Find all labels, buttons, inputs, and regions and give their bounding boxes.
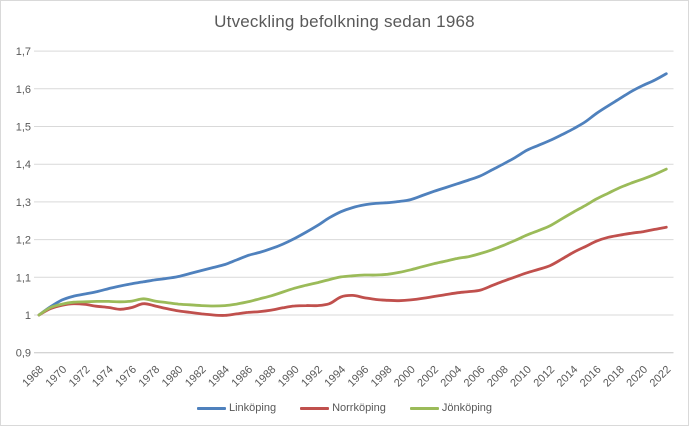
x-axis-tick-label: 1986 [229,364,255,390]
x-axis-tick-label: 2000 [392,364,418,390]
y-axis-tick-label: 1,5 [16,122,31,134]
x-axis-tick-label: 1990 [276,364,302,390]
legend-label: Norrköping [332,402,386,414]
x-axis-tick-label: 1980 [160,364,186,390]
gridlines [34,50,674,354]
x-axis-tick-label: 2008 [485,364,511,390]
x-axis-tick-label: 1974 [90,364,116,390]
x-axis-tick-label: 2014 [555,364,581,390]
y-axis-tick-label: 1,3 [16,197,31,209]
y-axis-tick-label: 1,1 [16,272,31,284]
y-axis-labels: 0,9 1 1,1 1,2 1,3 1,4 1,5 1,6 1,7 [16,46,31,360]
legend-item-jönköping[interactable]: Jönköping [409,402,493,414]
x-axis-tick-label: 1996 [346,364,372,390]
x-axis-tick-label: 1988 [253,364,279,390]
legend-swatch [196,406,226,410]
x-axis-tick-label: 1972 [67,364,93,390]
legend-label: Linköping [228,402,277,414]
y-axis-tick-label: 0,9 [16,348,31,360]
chart-title: Utveckling befolkning sedan 1968 [214,12,475,31]
x-axis-tick-label: 1970 [44,364,70,390]
x-axis-tick-label: 1998 [369,364,395,390]
x-axis-tick-label: 2012 [531,364,557,390]
x-axis-tick-label: 1982 [183,364,209,390]
legend-swatch [409,406,439,410]
x-axis-tick-label: 1992 [299,364,325,390]
legend-swatch [300,406,330,410]
x-axis-tick-label: 1994 [322,364,348,390]
x-axis-labels: 1968197019721974197619781980198219841986… [20,364,673,390]
x-axis-tick-label: 2004 [439,364,465,390]
y-axis-tick-label: 1,6 [16,84,31,96]
x-axis-tick-label: 1978 [136,364,162,390]
y-axis-tick-label: 1,4 [16,159,31,171]
x-axis-tick-label: 1984 [206,364,232,390]
legend-item-linköping[interactable]: Linköping [196,402,277,414]
y-axis-tick-label: 1,2 [16,235,31,247]
x-axis-tick-label: 2006 [462,364,488,390]
series-line-linköping[interactable] [37,72,668,317]
series-line-norrköping[interactable] [37,225,668,317]
x-axis-tick-label: 1968 [20,364,46,390]
x-axis-tick-label: 2022 [648,364,674,390]
legend: Linköping Norrköping Jönköping [1,402,688,414]
x-axis-tick-label: 2018 [601,364,627,390]
y-axis-tick-label: 1,7 [16,46,31,58]
legend-item-norrköping[interactable]: Norrköping [300,402,386,414]
x-axis-tick-label: 2016 [578,364,604,390]
y-axis-tick-label: 1 [25,310,31,322]
x-axis-tick-label: 2020 [624,364,650,390]
x-axis-tick-label: 1976 [113,364,139,390]
series-line-jönköping[interactable] [37,167,668,317]
x-axis-tick-label: 2010 [508,364,534,390]
x-axis-tick-label: 2002 [415,364,441,390]
legend-label: Jönköping [441,402,493,414]
